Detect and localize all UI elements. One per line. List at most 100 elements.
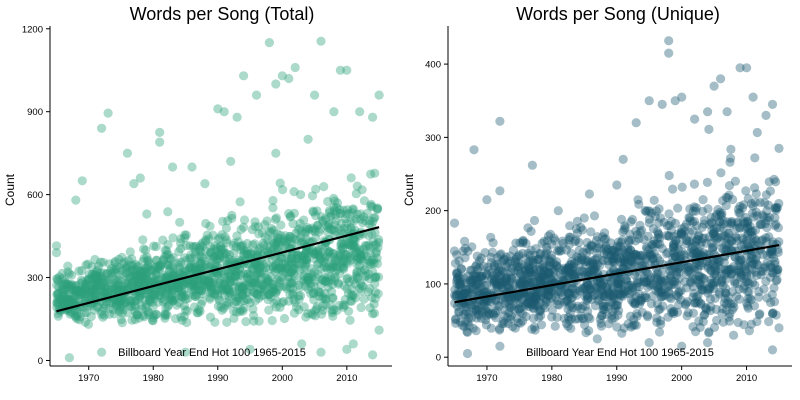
data-point <box>271 287 281 297</box>
data-point <box>608 292 619 302</box>
data-point <box>358 244 368 254</box>
data-point <box>587 241 597 251</box>
data-point <box>207 284 217 294</box>
data-point <box>352 272 363 283</box>
data-point <box>374 272 384 282</box>
x-tick-label: 2000 <box>272 373 293 384</box>
data-point <box>750 153 760 163</box>
data-point <box>295 282 305 292</box>
data-point <box>370 287 380 297</box>
data-point <box>655 213 666 223</box>
data-point <box>136 266 146 277</box>
data-point <box>557 291 567 301</box>
data-point <box>318 215 328 225</box>
data-point <box>669 306 679 317</box>
data-point <box>54 293 64 303</box>
data-point <box>88 285 98 295</box>
data-point <box>303 275 313 285</box>
data-point <box>703 107 713 117</box>
data-point <box>218 284 228 294</box>
data-point <box>356 214 366 224</box>
data-point <box>225 278 235 288</box>
data-point <box>127 261 137 271</box>
data-point <box>300 249 310 259</box>
y-tick-label: 100 <box>425 279 441 290</box>
data-point <box>210 288 220 299</box>
data-point <box>248 304 258 314</box>
data-point <box>290 62 300 73</box>
data-point <box>356 302 366 313</box>
data-point <box>703 204 713 214</box>
data-point <box>131 272 141 282</box>
data-point <box>239 71 249 81</box>
data-point <box>150 287 160 297</box>
data-point <box>200 179 210 189</box>
data-point <box>614 246 624 256</box>
data-point <box>223 283 233 293</box>
data-point <box>81 280 92 290</box>
data-point <box>282 264 292 274</box>
data-point <box>119 259 129 269</box>
data-point <box>342 274 352 284</box>
data-point <box>327 225 337 235</box>
data-point <box>85 290 96 300</box>
data-point <box>95 290 105 300</box>
data-point <box>564 240 574 250</box>
data-point <box>144 308 154 318</box>
data-point <box>748 92 758 102</box>
data-point <box>342 205 353 215</box>
data-point <box>139 277 150 287</box>
data-point <box>320 254 330 264</box>
data-point <box>709 81 719 91</box>
data-point <box>254 316 264 326</box>
data-point <box>360 216 370 226</box>
data-point <box>764 317 774 327</box>
data-point <box>160 311 170 321</box>
data-point <box>350 251 360 261</box>
data-point <box>282 284 292 294</box>
data-point <box>328 249 338 259</box>
data-point <box>97 123 107 133</box>
data-point <box>269 284 279 294</box>
data-point <box>104 303 115 314</box>
data-point <box>155 261 166 271</box>
data-point <box>288 265 298 275</box>
data-point <box>239 303 249 313</box>
data-point <box>278 266 288 276</box>
data-point <box>250 296 261 306</box>
data-point <box>230 282 240 293</box>
data-point <box>310 227 320 237</box>
data-point <box>215 279 226 289</box>
data-point <box>241 278 251 288</box>
data-point <box>322 262 332 272</box>
data-point <box>243 295 253 305</box>
data-point <box>266 227 276 237</box>
data-point <box>71 312 81 322</box>
data-point <box>151 241 161 252</box>
data-point <box>306 289 316 299</box>
data-point <box>299 302 309 312</box>
data-point <box>632 309 642 319</box>
data-point <box>201 236 211 246</box>
data-point <box>187 162 197 172</box>
data-point <box>167 281 177 291</box>
data-point <box>142 252 152 262</box>
data-point <box>148 316 158 326</box>
data-point <box>191 265 201 275</box>
data-point <box>312 302 322 312</box>
data-point <box>309 207 319 217</box>
data-point <box>235 197 245 207</box>
data-point <box>252 258 262 268</box>
data-point <box>271 288 281 298</box>
data-point <box>368 112 378 122</box>
data-point <box>616 214 627 224</box>
data-point <box>153 264 163 274</box>
data-point <box>163 282 173 292</box>
data-point <box>94 261 104 271</box>
data-point <box>576 311 586 321</box>
data-point <box>226 156 236 166</box>
data-point <box>250 217 260 227</box>
data-point <box>351 242 362 253</box>
data-point <box>506 302 516 312</box>
data-point <box>163 300 173 310</box>
